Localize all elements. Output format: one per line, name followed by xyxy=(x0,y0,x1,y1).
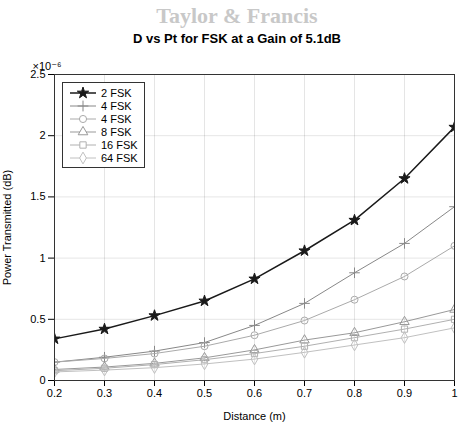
svg-text:2.5: 2.5 xyxy=(30,68,46,80)
html-text:16 FSK: 16 FSK xyxy=(101,138,138,151)
svg-text:Distance (m): Distance (m) xyxy=(223,410,285,422)
svg-text:0.7: 0.7 xyxy=(297,387,312,399)
svg-text:1: 1 xyxy=(39,252,45,264)
html-text:Taylor & Francis: Taylor & Francis xyxy=(156,3,318,28)
svg-text:0.5: 0.5 xyxy=(197,387,212,399)
html-text:8 FSK: 8 FSK xyxy=(101,125,132,138)
html-text:D vs Pt for FSK at a Gain of 5: D vs Pt for FSK at a Gain of 5.1dB xyxy=(133,31,341,46)
svg-text:Power Transmitted (dB): Power Transmitted (dB) xyxy=(1,170,13,286)
svg-text:0.2: 0.2 xyxy=(47,387,62,399)
svg-text:2: 2 xyxy=(39,129,45,141)
svg-text:0.8: 0.8 xyxy=(347,387,362,399)
svg-text:0.3: 0.3 xyxy=(97,387,112,399)
svg-text:0.9: 0.9 xyxy=(397,387,412,399)
html-text:4 FSK: 4 FSK xyxy=(101,99,132,112)
svg-text:0: 0 xyxy=(39,374,45,386)
svg-text:0.4: 0.4 xyxy=(147,387,162,399)
svg-text:0.5: 0.5 xyxy=(30,313,45,325)
svg-text:1.5: 1.5 xyxy=(30,190,45,202)
html-text:64 FSK: 64 FSK xyxy=(101,151,138,164)
svg-text:0.6: 0.6 xyxy=(247,387,262,399)
html-text:2 FSK: 2 FSK xyxy=(101,86,132,99)
svg-text:×10⁻⁶: ×10⁻⁶ xyxy=(33,60,62,72)
svg-text:1: 1 xyxy=(451,387,457,399)
html-text:4 FSK: 4 FSK xyxy=(101,112,132,125)
